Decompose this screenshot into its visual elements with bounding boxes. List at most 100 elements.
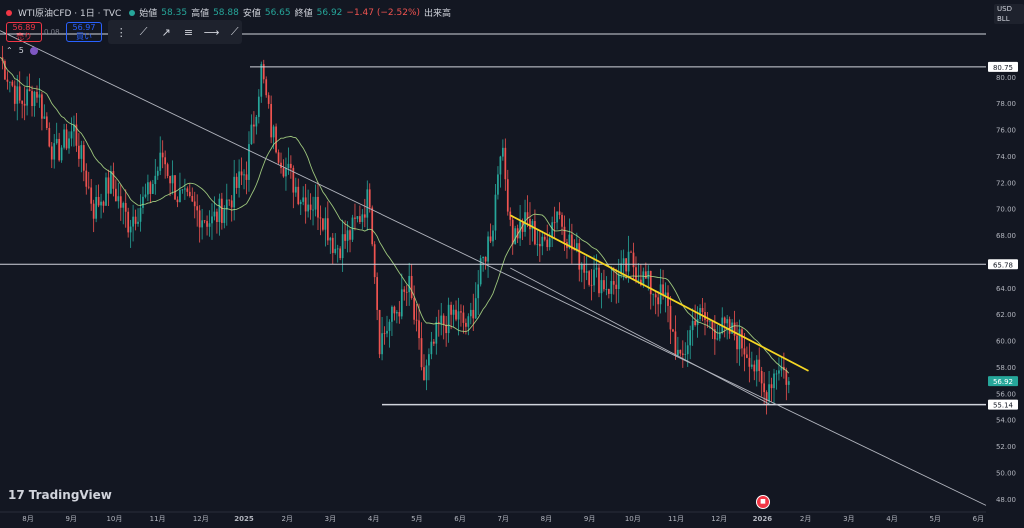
candle-body	[238, 171, 240, 188]
candle-body	[534, 221, 536, 245]
sell-button[interactable]: 56.89 売り	[6, 22, 42, 42]
y-tick-label: 64.00	[996, 285, 1016, 293]
candle-body	[571, 234, 573, 250]
candle-body	[622, 258, 625, 264]
candle-body	[302, 197, 305, 202]
candle-body	[85, 170, 88, 187]
trend-line-tool-icon[interactable]: ⟋	[139, 25, 148, 38]
candle-body	[171, 175, 174, 184]
candle-body	[203, 220, 206, 222]
candle-body	[80, 145, 83, 159]
candle-body	[600, 280, 603, 294]
candle-body	[45, 116, 48, 128]
candle-body	[489, 236, 492, 242]
candle-body	[731, 322, 733, 334]
parallel-channel-tool-icon[interactable]: ≡	[183, 25, 194, 39]
horizontal-ray-tool-icon[interactable]: ⟶	[203, 25, 220, 39]
currency-selector[interactable]: USD BLL	[994, 4, 1024, 24]
candle-body	[709, 320, 711, 322]
candle-body	[635, 267, 637, 281]
collapse-chevron-icon[interactable]: ⌃	[6, 46, 13, 55]
candle-body	[307, 204, 309, 212]
candle-body	[144, 194, 147, 197]
candle-body	[538, 243, 541, 247]
candle-body	[435, 321, 438, 344]
candle-body	[642, 271, 645, 286]
candle-body	[312, 209, 314, 211]
x-tick-label: 9月	[584, 515, 595, 523]
candle-body	[90, 187, 93, 204]
candle-body	[363, 214, 366, 218]
y-tick-label: 52.00	[996, 443, 1016, 451]
candle-body	[361, 214, 364, 222]
candle-body	[260, 64, 263, 97]
high-value: 58.88	[213, 7, 239, 18]
candle-body	[400, 289, 403, 317]
extended-line-tool-icon[interactable]: ⟋	[230, 25, 239, 38]
candle-body	[428, 354, 430, 366]
candle-body	[292, 167, 295, 193]
candle-body	[440, 315, 443, 324]
candle-body	[55, 138, 58, 144]
candle-body	[383, 333, 386, 335]
candle-body	[474, 298, 477, 319]
candle-body	[6, 79, 9, 82]
candle-body	[151, 184, 154, 194]
candle-body	[198, 210, 201, 228]
candle-body	[65, 129, 68, 149]
indicator-settings-icon[interactable]	[29, 46, 38, 55]
open-value: 58.35	[161, 7, 188, 18]
candle-body	[186, 188, 189, 192]
event-flag-icon[interactable]: ■	[756, 495, 770, 509]
buy-button[interactable]: 56.97 買い	[66, 22, 102, 42]
candle-body	[765, 392, 768, 402]
candle-body	[472, 309, 475, 319]
candle-body	[723, 317, 726, 324]
sell-label: 売り	[16, 32, 32, 41]
status-dot-icon	[6, 9, 12, 16]
candle-body	[568, 234, 571, 248]
drag-handle-icon[interactable]: ⋮	[115, 25, 127, 39]
x-tick-label: 6月	[973, 515, 984, 523]
candle-body	[423, 367, 425, 381]
currency-unit: BLL	[997, 15, 1010, 23]
candle-body	[245, 174, 248, 180]
candle-body	[38, 94, 41, 98]
candle-body	[452, 309, 455, 315]
candle-body	[270, 103, 273, 138]
candle-body	[425, 365, 428, 381]
x-tick-label: 10月	[106, 515, 122, 523]
candle-body	[255, 116, 258, 127]
high-label: 高値	[191, 9, 210, 19]
candle-body	[257, 96, 260, 117]
x-tick-label: 4月	[368, 515, 379, 523]
candle-body	[487, 236, 489, 262]
ray-tool-icon[interactable]: ↗	[161, 25, 171, 39]
candle-body	[689, 330, 692, 346]
candle-body	[672, 329, 674, 332]
candle-body	[119, 196, 122, 208]
candle-body	[753, 364, 756, 372]
candle-body	[679, 349, 682, 354]
candle-body	[230, 200, 233, 208]
symbol-title[interactable]: WTI原油CFD · 1日 · TVC	[18, 9, 122, 19]
candle-body	[637, 279, 640, 281]
candle-body	[418, 320, 420, 339]
y-tick-label: 68.00	[996, 232, 1016, 240]
candle-body	[677, 349, 679, 356]
candle-body	[4, 60, 6, 80]
candle-body	[11, 81, 14, 86]
candle-body	[499, 156, 502, 175]
candle-body	[359, 216, 361, 222]
candle-body	[87, 186, 90, 188]
candle-body	[492, 230, 494, 242]
candle-body	[442, 315, 445, 325]
candle-body	[294, 186, 297, 193]
candle-body	[694, 321, 696, 326]
y-tick-label: 70.00	[996, 206, 1016, 214]
y-tick-label: 58.00	[996, 364, 1016, 372]
candle-body	[132, 216, 134, 227]
candle-body	[117, 196, 120, 202]
y-tick-label: 54.00	[996, 417, 1016, 425]
